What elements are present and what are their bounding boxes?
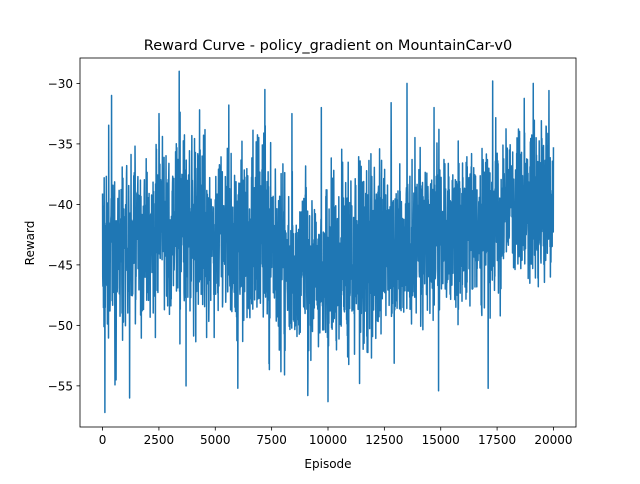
x-axis-ticks: 0 2500 5000 7500 10000 12500 15000 17500 20000 — [99, 427, 573, 447]
y-tick-label: −40 — [48, 198, 73, 212]
y-tick-label: −35 — [48, 137, 73, 151]
x-tick-label: 2500 — [144, 433, 175, 447]
chart-title: Reward Curve - policy_gradient on Mounta… — [144, 38, 512, 54]
y-axis-label: Reward — [23, 221, 37, 266]
reward-series-line — [101, 70, 555, 414]
y-tick-label: −50 — [48, 319, 73, 333]
x-tick-label: 20000 — [534, 433, 572, 447]
y-tick-label: −55 — [48, 379, 73, 393]
x-tick-label: 17500 — [478, 433, 516, 447]
x-tick-label: 0 — [99, 433, 107, 447]
y-tick-label: −30 — [48, 77, 73, 91]
y-tick-label: −45 — [48, 258, 73, 272]
x-tick-label: 5000 — [200, 433, 231, 447]
plot-area — [101, 70, 555, 414]
y-axis-ticks: −55 −50 −45 −40 −35 −30 — [48, 77, 80, 393]
x-tick-label: 15000 — [422, 433, 460, 447]
x-tick-label: 12500 — [365, 433, 403, 447]
x-axis-label: Episode — [304, 457, 351, 471]
x-tick-label: 10000 — [309, 433, 347, 447]
x-tick-label: 7500 — [256, 433, 287, 447]
